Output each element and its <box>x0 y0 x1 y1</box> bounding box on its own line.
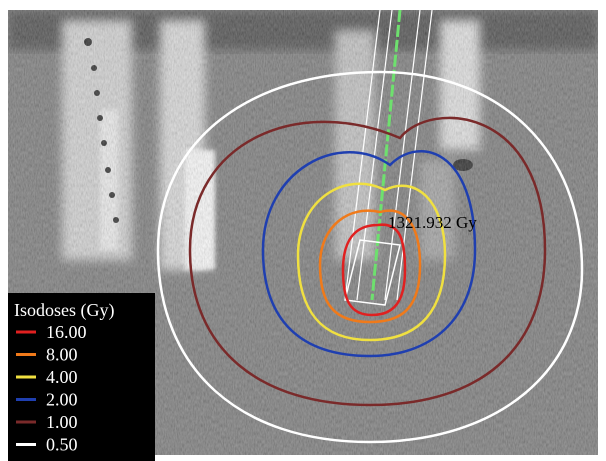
legend-label: 8.00 <box>46 345 78 365</box>
legend-label: 2.00 <box>46 390 78 410</box>
legend: Isodoses (Gy) 16.00 8.004.00 2.001.00 0.50 <box>8 293 155 461</box>
legend-label: 4.00 <box>46 367 78 387</box>
page: 1321.932 Gy Isodoses (Gy) 16.00 8.004.00 2… <box>0 0 606 461</box>
dose-annotation: 1321.932 Gy <box>388 213 477 232</box>
legend-title: Isodoses (Gy) <box>14 300 115 321</box>
ct-image: 1321.932 Gy Isodoses (Gy) 16.00 8.004.00 2… <box>0 0 606 461</box>
legend-label: 16.00 <box>46 322 87 342</box>
legend-label: 0.50 <box>46 435 78 455</box>
legend-label: 1.00 <box>46 412 78 432</box>
